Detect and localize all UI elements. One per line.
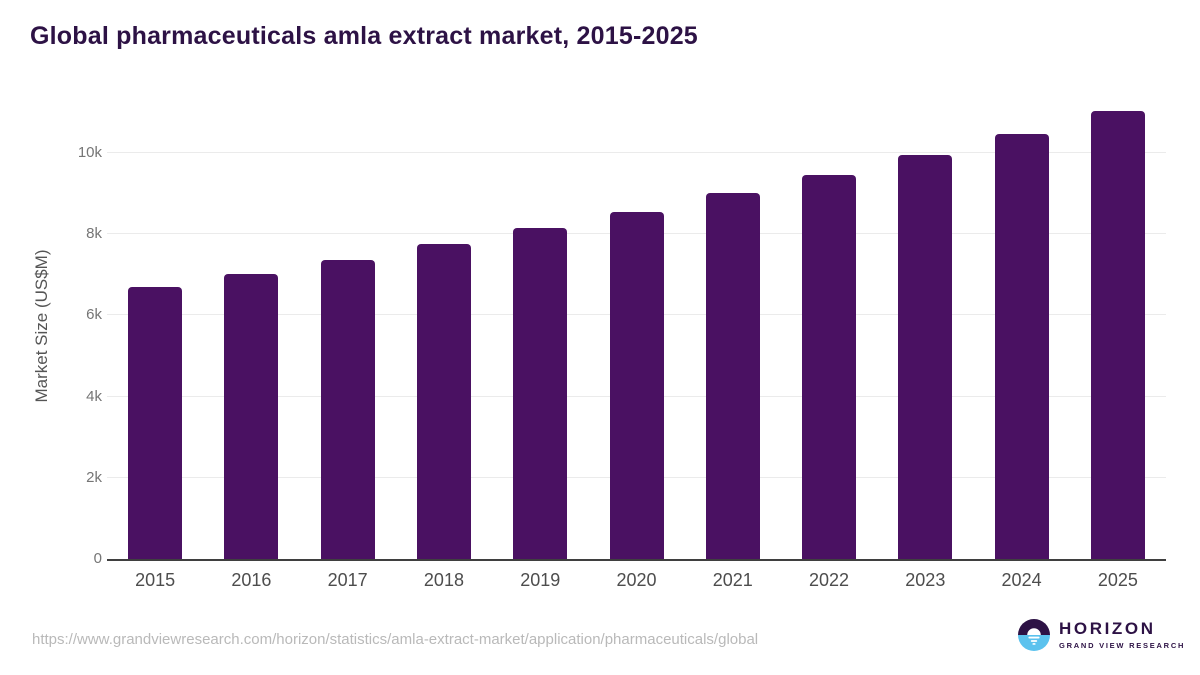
y-axis-tick-10k: 10k [77, 144, 102, 161]
x-axis-label-2025: 2025 [1097, 570, 1138, 590]
horizon-sun-icon [1018, 619, 1050, 651]
brand-logo: HORIZON GRAND VIEW RESEARCH [1018, 619, 1185, 651]
bar-2023 [898, 155, 953, 559]
bar-2020 [609, 211, 664, 559]
bar-2016 [224, 274, 279, 559]
x-axis-label-2024: 2024 [1001, 570, 1042, 590]
bar-2022 [802, 175, 857, 559]
bar-2017 [320, 259, 375, 559]
bar-2025 [1090, 110, 1145, 559]
brand-subtitle: GRAND VIEW RESEARCH [1059, 641, 1186, 650]
y-axis-tick-4k: 4k [86, 387, 102, 405]
x-axis-label-2018: 2018 [423, 570, 464, 590]
y-axis-tick-6k: 6k [86, 306, 102, 324]
bar-2021 [705, 193, 760, 559]
y-axis-tick-2k: 2k [86, 468, 102, 486]
bar-2019 [513, 228, 568, 559]
x-axis-label-2019: 2019 [520, 570, 561, 590]
brand-logo-text: HORIZON GRAND VIEW RESEARCH [1059, 620, 1185, 650]
x-axis-label-2022: 2022 [809, 570, 850, 590]
gridline-10k [107, 152, 1166, 153]
y-axis-tick-8k: 8k [86, 225, 102, 243]
x-axis-label-2015: 2015 [135, 570, 176, 590]
x-axis-label-2016: 2016 [231, 570, 272, 590]
bar-2024 [994, 134, 1049, 559]
x-axis-label-2020: 2020 [616, 570, 657, 590]
plot-area [107, 99, 1166, 561]
chart-title: Global pharmaceuticals amla extract mark… [30, 22, 698, 50]
brand-name: HORIZON [1059, 619, 1156, 638]
bar-2018 [416, 243, 471, 559]
y-axis-title: Market Size (US$M) [32, 249, 51, 403]
y-axis-tick-0: 0 [93, 550, 102, 567]
bar-2015 [128, 286, 183, 559]
x-axis-label-2017: 2017 [327, 570, 368, 590]
x-axis-label-2021: 2021 [712, 570, 753, 590]
source-url: https://www.grandviewresearch.com/horizo… [32, 631, 759, 648]
x-axis-label-2023: 2023 [905, 570, 946, 590]
